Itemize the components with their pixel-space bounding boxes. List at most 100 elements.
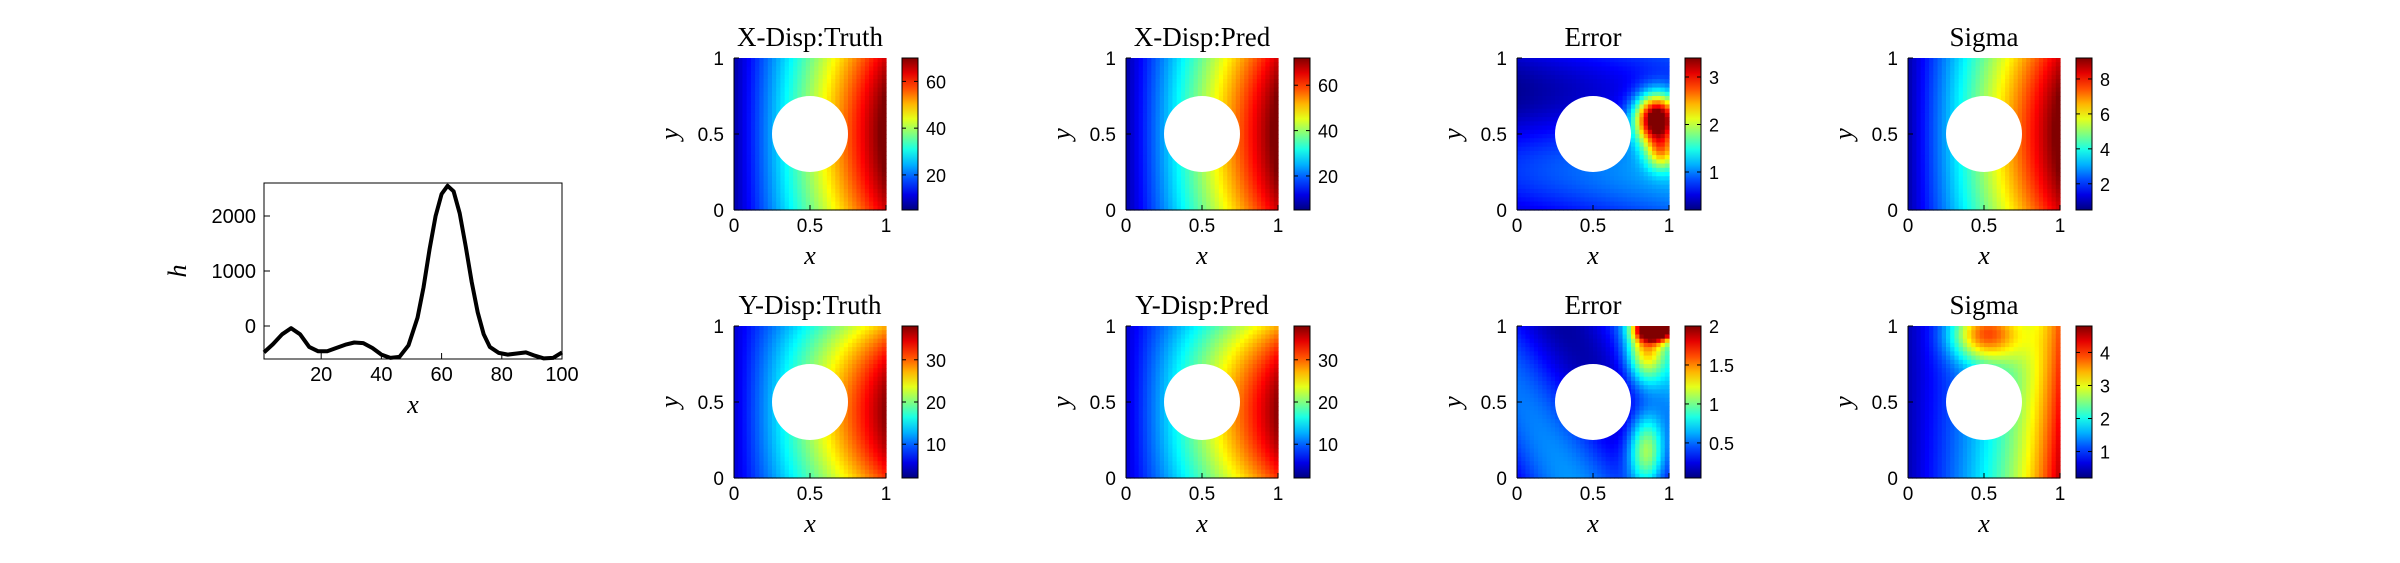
x-axis-label: x [1195, 509, 1208, 538]
x-tick-label: 60 [430, 364, 452, 386]
x-axis-label: x [1977, 509, 1990, 538]
colorbar-tick-label: 20 [926, 166, 946, 186]
colorbar-tick-label: 6 [2100, 105, 2110, 125]
heatmap-panel-y-disp-error: 00 0.5 0.5 1 1 Error x y 0.5 1 1.5 2 [1438, 290, 1734, 538]
y-tick-label: 0 [1887, 469, 1898, 490]
y-tick-label: 0 [713, 469, 724, 490]
hole [1946, 96, 2022, 172]
y-tick-label: 1 [713, 49, 724, 70]
y-tick-label: 0.5 [1481, 393, 1507, 414]
y-tick-label: 1 [1496, 49, 1507, 70]
x-tick-label: 0 [1121, 484, 1132, 505]
x-tick-label: 1 [1273, 216, 1284, 237]
y-tick-label: 1 [1105, 317, 1116, 338]
y-tick-label: 0 [713, 201, 724, 222]
colorbar-tick-label: 30 [1318, 351, 1338, 371]
x-tick-label: 0 [1903, 216, 1914, 237]
x-tick-label: 0.5 [1971, 216, 1997, 237]
x-tick-label: 40 [370, 364, 392, 386]
colorbar-tick-label: 1.5 [1709, 356, 1734, 376]
panel-title: Y-Disp:Truth [738, 290, 882, 320]
colorbar-tick-label: 10 [1318, 435, 1338, 455]
colorbar-tick-label: 1 [1709, 395, 1719, 415]
panel-title: X-Disp:Pred [1134, 22, 1271, 52]
colorbar-tick-label: 20 [926, 393, 946, 413]
x-axis-label: x [803, 241, 816, 270]
hole [772, 364, 848, 440]
x-tick-label: 1 [2055, 216, 2066, 237]
y-tick-label: 1 [1496, 317, 1507, 338]
panel-title: Error [1565, 290, 1622, 320]
colorbar-tick-label: 1 [2100, 443, 2110, 463]
y-tick-label: 1 [1887, 317, 1898, 338]
heatmap-panel-x-disp-sigma: 00 0.5 0.5 1 1 Sigma x y 2 4 6 8 [1829, 22, 2110, 270]
x-tick-label: 20 [310, 364, 332, 386]
hole [1555, 96, 1631, 172]
y-axis-label: y [1438, 396, 1467, 411]
x-tick-label: 0 [1512, 484, 1523, 505]
y-tick-label: 0.5 [698, 393, 724, 414]
panel-title: Sigma [1949, 22, 2018, 52]
y-tick-label: 0.5 [1872, 125, 1898, 146]
x-tick-label: 80 [491, 364, 513, 386]
y-tick-label: 0.5 [1481, 125, 1507, 146]
x-tick-label: 1 [1664, 484, 1675, 505]
y-tick-label: 0.5 [1872, 393, 1898, 414]
x-axis-label: x [1586, 241, 1599, 270]
x-tick-label: 100 [545, 364, 578, 386]
x-tick-label: 0 [729, 216, 740, 237]
colorbar [901, 57, 919, 211]
x-axis-label: x [1586, 509, 1599, 538]
x-tick-label: 1 [881, 216, 892, 237]
hole [1164, 96, 1240, 172]
y-tick-label: 0 [1496, 469, 1507, 490]
hole [772, 96, 848, 172]
y-tick-label: 0 [1105, 469, 1116, 490]
x-tick-label: 0.5 [1189, 484, 1215, 505]
y-axis-label: y [1829, 128, 1858, 143]
x-axis-label: x [1195, 241, 1208, 270]
colorbar-tick-label: 2 [2100, 410, 2110, 430]
y-axis-label: y [1438, 128, 1467, 143]
hole [1946, 364, 2022, 440]
x-tick-label: 0.5 [797, 216, 823, 237]
x-axis-label: x [803, 509, 816, 538]
x-tick-label: 0 [1512, 216, 1523, 237]
colorbar-tick-label: 4 [2100, 343, 2110, 363]
y-axis-label: y [1047, 128, 1076, 143]
colorbar [1684, 57, 1702, 211]
colorbar [2075, 57, 2093, 211]
panel-title: Sigma [1949, 290, 2018, 320]
colorbar-tick-label: 3 [2100, 376, 2110, 396]
x-tick-label: 0 [729, 484, 740, 505]
heatmap-panel-y-disp-sigma: 00 0.5 0.5 1 1 Sigma x y 1 2 3 4 [1829, 290, 2110, 538]
colorbar-tick-label: 2 [1709, 116, 1719, 136]
x-axis-label: x [406, 390, 419, 419]
colorbar-tick-label: 60 [1318, 76, 1338, 96]
x-tick-label: 1 [2055, 484, 2066, 505]
hole [1555, 364, 1631, 440]
y-tick-label: 1 [1105, 49, 1116, 70]
colorbar-tick-label: 1 [1709, 163, 1719, 183]
colorbar [2075, 325, 2093, 479]
x-tick-label: 0.5 [1189, 216, 1215, 237]
y-tick-label: 0.5 [1090, 125, 1116, 146]
y-axis-label: h [163, 265, 192, 278]
x-tick-label: 0 [1903, 484, 1914, 505]
colorbar-tick-label: 20 [1318, 167, 1338, 187]
y-tick-label: 1 [1887, 49, 1898, 70]
y-axis-label: y [655, 396, 684, 411]
y-tick-label: 0 [1887, 201, 1898, 222]
y-axis-label: y [1829, 396, 1858, 411]
panel-title: Y-Disp:Pred [1135, 290, 1269, 320]
colorbar-tick-label: 4 [2100, 140, 2110, 160]
heatmap-panel-x-disp-truth: 00 0.5 0.5 1 1 X-Disp:Truth x y 20 40 60 [655, 22, 946, 270]
colorbar-tick-label: 30 [926, 351, 946, 371]
heatmap-panel-x-disp-pred: 00 0.5 0.5 1 1 X-Disp:Pred x y 20 40 60 [1047, 22, 1338, 270]
y-tick-label: 0 [1105, 201, 1116, 222]
heatmap-panel-y-disp-pred: 00 0.5 0.5 1 1 Y-Disp:Pred x y 10 20 30 [1047, 290, 1338, 538]
x-tick-label: 1 [1664, 216, 1675, 237]
heatmap-panel-x-disp-error: 00 0.5 0.5 1 1 Error x y 1 2 3 [1438, 22, 1719, 270]
